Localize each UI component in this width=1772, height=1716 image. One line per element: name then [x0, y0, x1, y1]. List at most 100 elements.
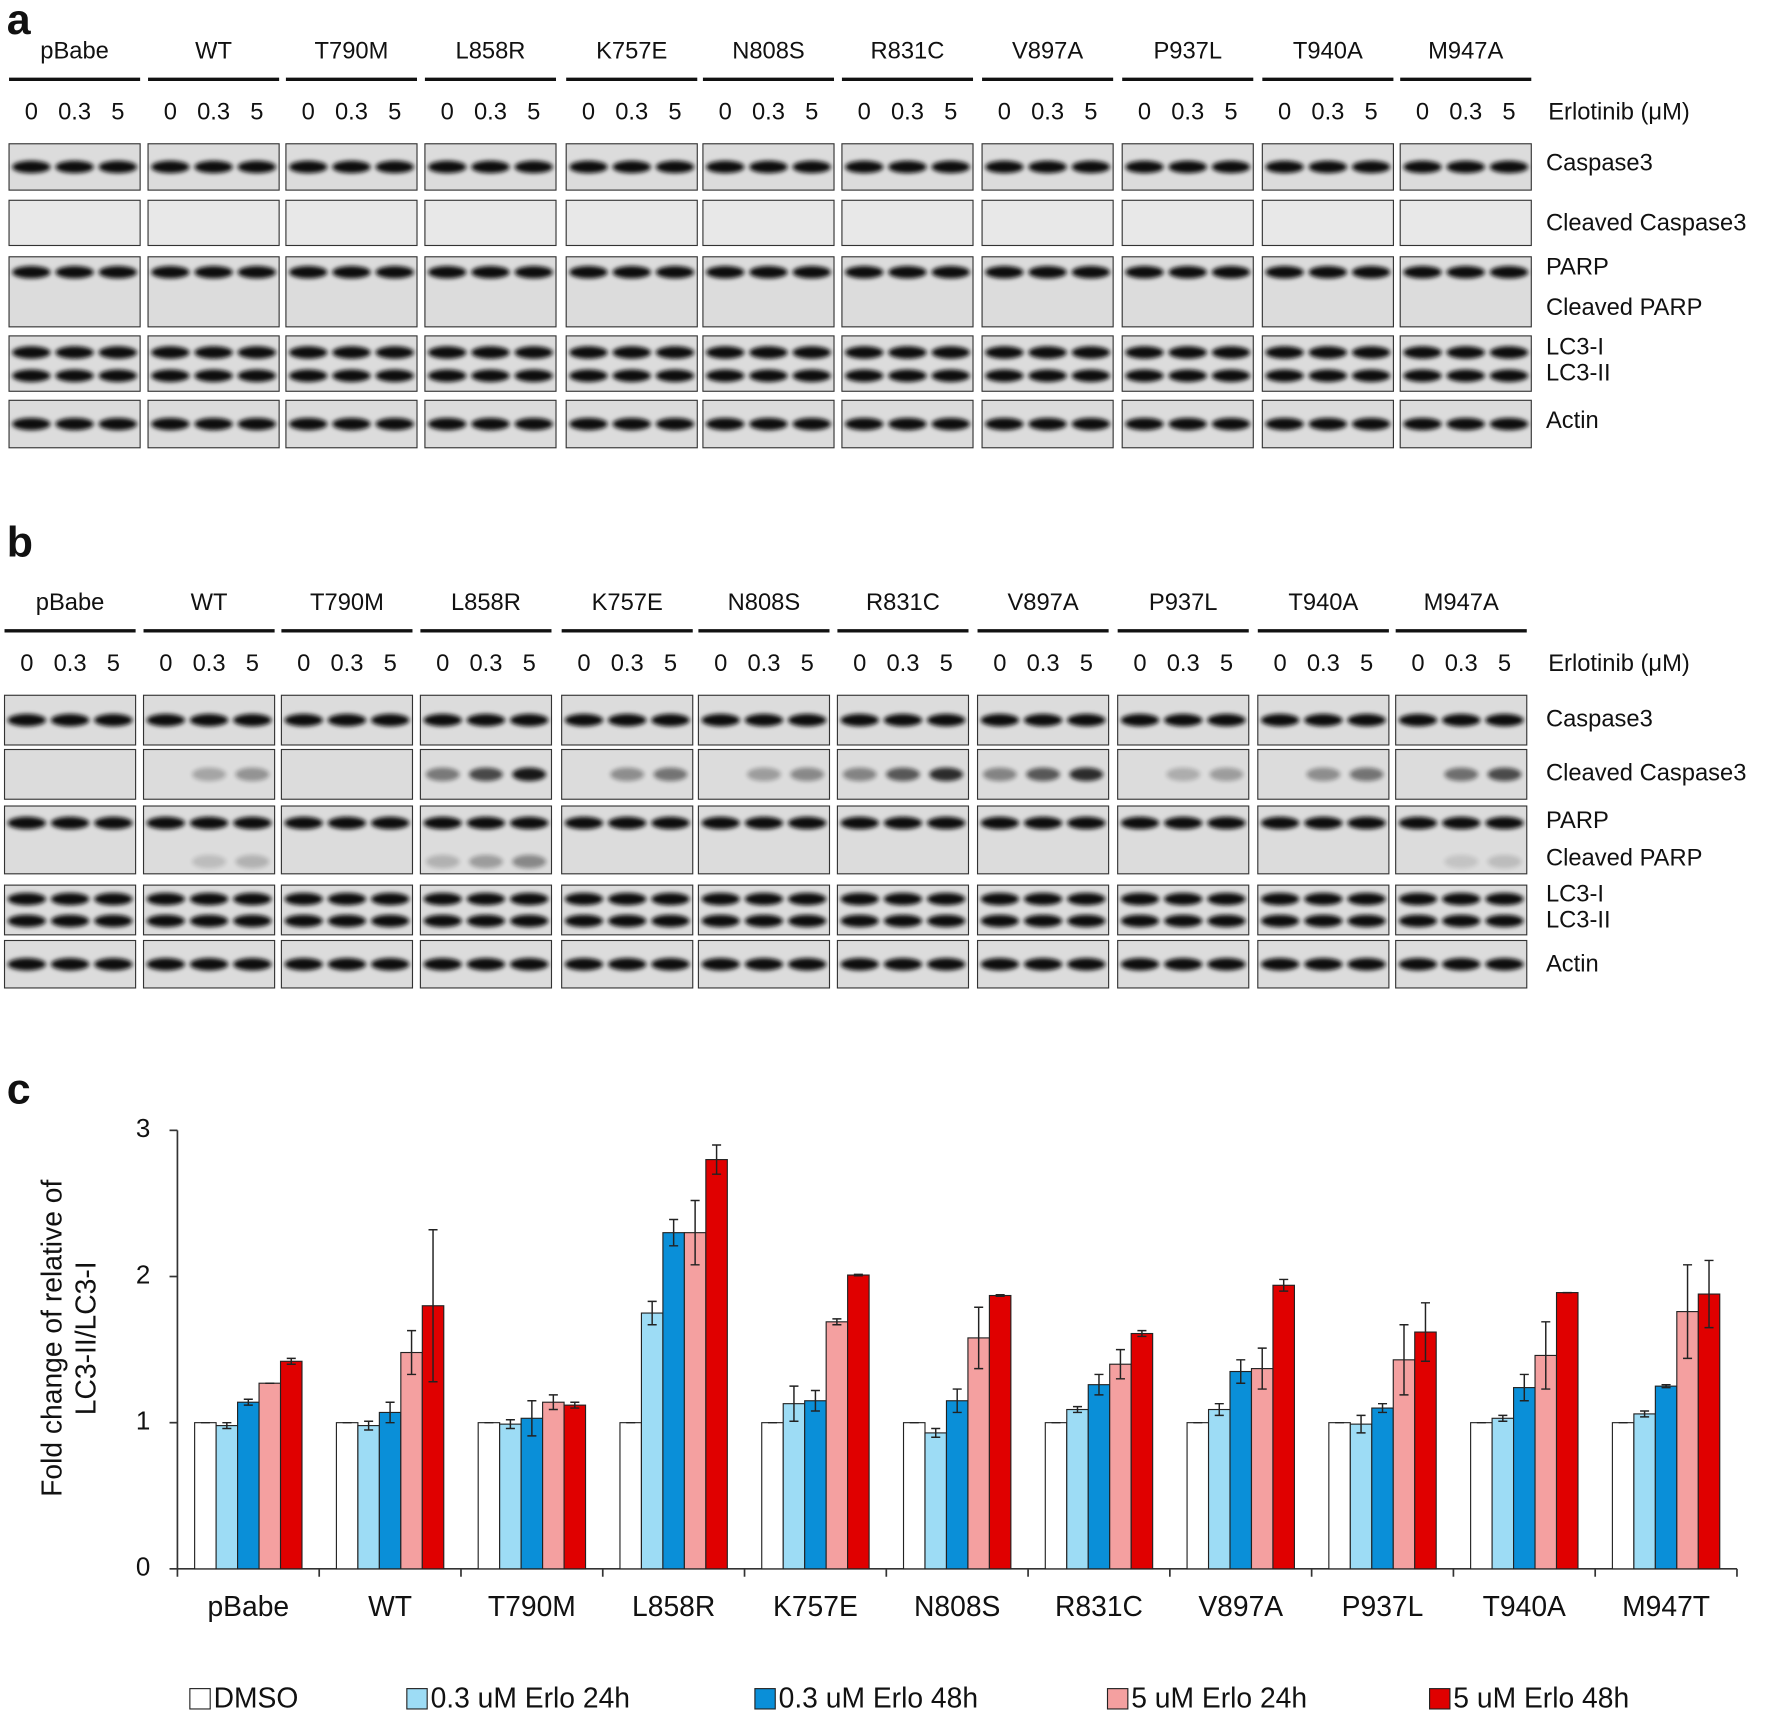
blot-strip	[8, 199, 141, 247]
blot-band	[1485, 713, 1524, 727]
blot-band	[1487, 767, 1522, 782]
blot-band	[1067, 892, 1106, 906]
blot-band	[1028, 369, 1067, 382]
error-bar	[548, 1394, 558, 1411]
blot-band	[1442, 914, 1481, 928]
blot-band	[55, 369, 94, 382]
blot-band	[1211, 346, 1251, 359]
blot-band	[466, 713, 506, 727]
legend-label: 0.3 uM Erlo 48h	[779, 1681, 978, 1713]
blot-band	[1026, 767, 1061, 782]
blot-band	[94, 958, 133, 971]
blot-strip	[3, 884, 137, 936]
dose-label: 5	[523, 651, 536, 677]
blot-band	[1023, 892, 1063, 906]
blot-band	[284, 816, 323, 830]
bar	[215, 1425, 239, 1570]
bar	[967, 1337, 990, 1570]
blot-band	[151, 265, 190, 279]
blot-band	[787, 892, 827, 906]
lane-group-label: N808S	[728, 590, 801, 616]
blot-band	[1304, 914, 1343, 928]
blot-band	[146, 914, 186, 928]
blot-band	[189, 914, 229, 928]
blot-band	[192, 767, 227, 782]
dose-label: 0.3	[58, 100, 91, 126]
blot-band	[787, 713, 827, 727]
blot-band	[375, 160, 414, 174]
lane-group-label: P937L	[1153, 39, 1222, 65]
legend-label: 5 uM Erlo 48h	[1453, 1681, 1629, 1713]
blot-band	[332, 346, 371, 359]
lane-group-label: M947A	[1424, 590, 1499, 616]
blot-band	[98, 160, 138, 174]
blot-strip	[976, 805, 1110, 875]
blot-band	[1308, 160, 1348, 174]
dose-label: 0.3	[752, 100, 785, 126]
blot-band	[607, 914, 647, 928]
blot-strip	[976, 884, 1110, 936]
error-bar	[789, 1385, 799, 1422]
blot-band	[50, 892, 90, 906]
blot-band	[1164, 914, 1203, 928]
blot-band	[1304, 892, 1343, 906]
blot-band	[931, 160, 970, 174]
blot-band	[98, 265, 138, 279]
legend-swatch	[406, 1688, 428, 1710]
error-bar	[952, 1388, 962, 1414]
dose-label: 0.3	[747, 651, 780, 677]
blot-band	[1444, 767, 1479, 782]
blot-band	[1403, 369, 1442, 382]
blot-band	[151, 417, 190, 431]
legend-label: DMSO	[214, 1681, 299, 1713]
blot-band	[1403, 417, 1442, 431]
blot-band	[844, 265, 884, 279]
x-tick-label: T940A	[1483, 1590, 1566, 1622]
x-tick-label: WT	[368, 1590, 412, 1622]
blot-band	[514, 265, 553, 279]
dose-label: 0	[20, 651, 33, 677]
blot-band	[701, 914, 740, 928]
blot-band	[7, 914, 47, 928]
blot-band	[1164, 958, 1203, 971]
dose-label: 0	[302, 100, 315, 126]
panel-letter: c	[7, 1065, 31, 1113]
band-label: Caspase3	[1546, 150, 1653, 176]
bar	[1513, 1387, 1536, 1570]
dose-label: 5	[668, 100, 681, 126]
blot-band	[655, 160, 695, 174]
blot-band	[284, 892, 323, 906]
bar	[825, 1321, 849, 1570]
blot-band	[50, 914, 90, 928]
blot-band	[466, 892, 506, 906]
blot-strip	[697, 805, 831, 875]
blot-strip	[424, 335, 557, 392]
blot-band	[1209, 767, 1244, 782]
blot-band	[840, 713, 879, 727]
dose-label: 0.3	[1171, 100, 1204, 126]
blot-strip	[1121, 199, 1254, 247]
treatment-label: Erlotinib (μM)	[1548, 100, 1690, 126]
blot-band	[189, 816, 229, 830]
blot-band	[233, 892, 272, 906]
legend-swatch	[189, 1688, 211, 1710]
blot-band	[792, 346, 831, 359]
blot-band	[423, 914, 462, 928]
blot-band	[55, 265, 94, 279]
blot-band	[985, 417, 1024, 431]
blot-band	[1211, 160, 1251, 174]
blot-band	[1398, 892, 1438, 906]
blot-band	[1444, 854, 1479, 869]
blot-band	[1125, 265, 1164, 279]
blot-band	[744, 816, 784, 830]
blot-band	[1398, 816, 1438, 830]
bar	[1470, 1422, 1493, 1570]
blot-band	[1207, 892, 1246, 906]
band-label: Cleaved PARP	[1546, 845, 1702, 871]
error-bar	[832, 1318, 842, 1326]
dose-label: 0	[582, 100, 595, 126]
blot-band	[980, 958, 1020, 971]
blot-band	[94, 892, 133, 906]
band-label: Cleaved Caspase3	[1546, 210, 1746, 236]
